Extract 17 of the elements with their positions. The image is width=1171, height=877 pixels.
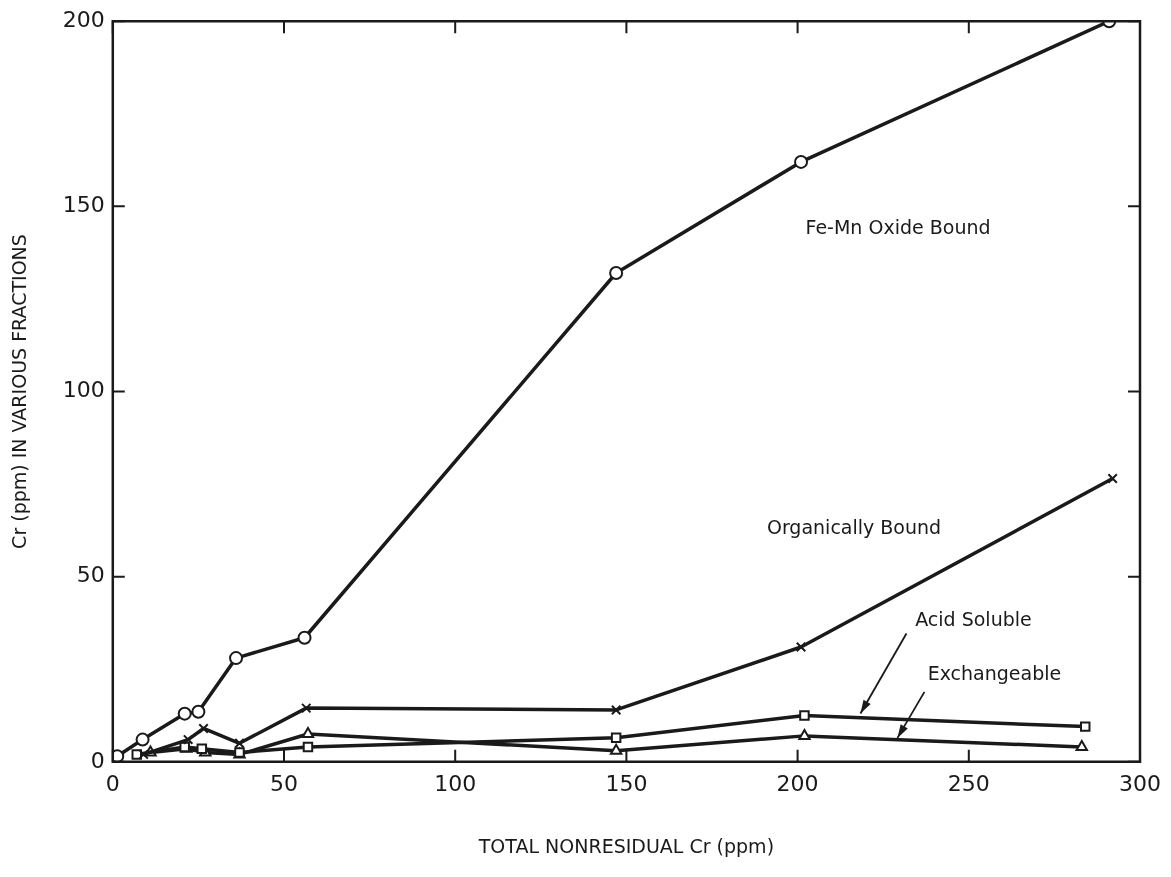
y-tick-label: 150 [62,192,105,218]
x-tick-label: 50 [269,770,298,796]
y-tick-label: 50 [76,562,105,588]
x-tick-label: 250 [947,770,990,796]
text: Acid Soluble [915,608,1032,631]
series-label: Organically Bound [766,515,942,538]
y-axis-title: Cr (ppm) IN VARIOUS FRACTIONS [8,234,31,549]
y-tick-label: 200 [62,6,105,32]
x-tick-label: 200 [776,770,819,796]
text: Exchangeable [927,661,1062,684]
x-tick-label: 150 [605,770,648,796]
y-tick-label: 0 [90,747,105,773]
x-tick-label: 100 [434,770,477,796]
x-tick-label: 300 [1119,770,1161,796]
y-tick-label: 100 [62,377,105,403]
text: Fe-Mn Oxide Bound [805,215,991,238]
x-axis-title: TOTAL NONRESIDUAL Cr (ppm) [477,834,775,857]
